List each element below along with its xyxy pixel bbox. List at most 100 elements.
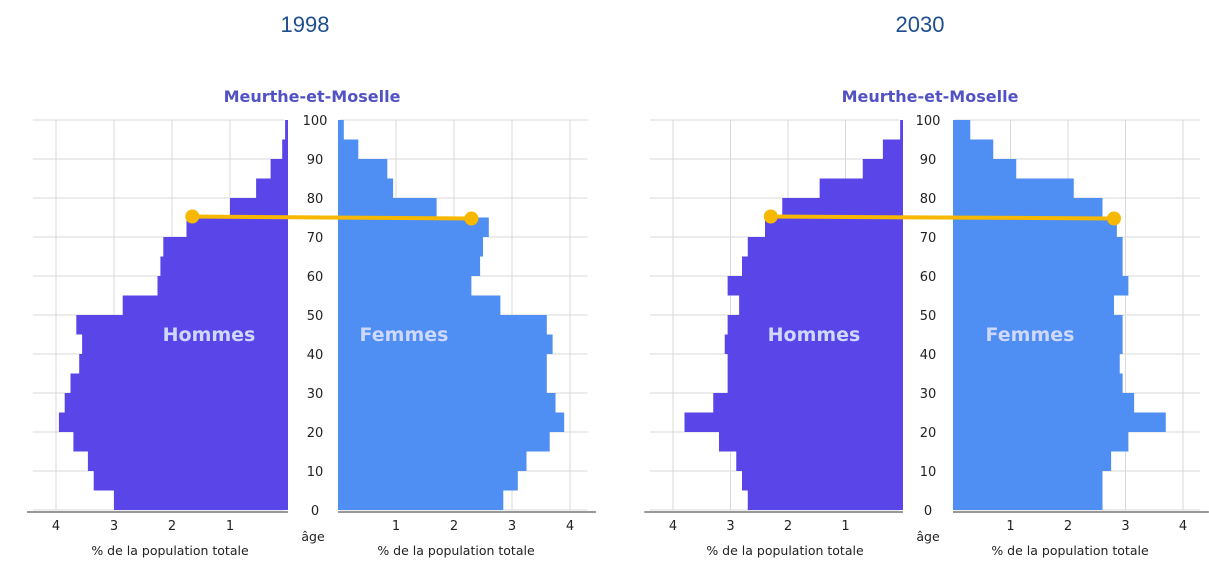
bar-femmes (953, 237, 1123, 257)
age-tick-label: 80 (920, 192, 937, 207)
bar-hommes (186, 217, 288, 237)
age-tick-label: 60 (307, 270, 324, 285)
label-femmes: Femmes (360, 324, 449, 346)
age-tick-label: 0 (924, 504, 932, 519)
x-axis-label-hommes: % de la population totale (91, 543, 249, 558)
bar-femmes (953, 373, 1123, 393)
marker-dot-femmes (464, 211, 479, 226)
bar-hommes (160, 256, 288, 276)
x-tick-label: 2 (450, 519, 458, 534)
age-axis-label: âge (916, 529, 940, 544)
age-tick-label: 10 (920, 465, 937, 480)
bar-femmes (953, 471, 1103, 491)
bar-hommes (727, 315, 903, 335)
chart-title: Meurthe-et-Moselle (842, 87, 1019, 106)
x-tick-label: 4 (1179, 519, 1187, 534)
age-axis-label: âge (301, 529, 325, 544)
year-title: 2030 (896, 12, 945, 37)
age-tick-label: 40 (307, 348, 324, 363)
bar-femmes (338, 256, 481, 276)
bar-hommes (163, 237, 288, 257)
bar-hommes (882, 139, 903, 159)
marker-dot-femmes (1107, 211, 1121, 226)
x-tick-label: 4 (52, 519, 60, 534)
bar-femmes (953, 120, 971, 140)
bar-hommes (282, 139, 288, 159)
bar-hommes (727, 373, 903, 393)
bars-hommes (58, 120, 289, 510)
bar-hommes (70, 373, 288, 393)
age-tick-label: 10 (307, 465, 324, 480)
bar-femmes (953, 198, 1103, 218)
bar-femmes (338, 451, 527, 471)
bar-femmes (338, 354, 547, 374)
x-tick-label: 4 (669, 519, 677, 534)
year-title: 1998 (281, 12, 330, 37)
bar-hommes (79, 354, 288, 374)
bar-femmes (953, 276, 1129, 296)
bar-femmes (338, 432, 550, 452)
bar-hommes (819, 178, 903, 198)
bar-femmes (338, 198, 437, 218)
age-tick-label: 70 (920, 231, 937, 246)
x-axis-label-femmes: % de la population totale (991, 543, 1149, 558)
age-tick-label: 40 (920, 348, 937, 363)
bar-hommes (900, 120, 903, 140)
age-tick-label: 90 (307, 153, 324, 168)
bar-hommes (724, 334, 903, 354)
age-tick-label: 100 (303, 114, 328, 129)
bar-hommes (719, 432, 903, 452)
bar-femmes (338, 471, 518, 491)
bar-femmes (338, 217, 489, 237)
bar-hommes (58, 412, 289, 432)
bars-femmes (338, 120, 565, 510)
bars-hommes (684, 120, 903, 510)
age-tick-label: 30 (307, 387, 324, 402)
bar-femmes (953, 295, 1114, 315)
pyramid-1998: 1998 Meurthe-et-Moselle 0 10 20 30 40 50 60 70 80 9… (27, 12, 597, 558)
bar-femmes (338, 490, 504, 510)
bar-femmes (953, 412, 1166, 432)
age-tick-label: 30 (920, 387, 937, 402)
label-hommes: Hommes (768, 324, 861, 346)
bar-hommes (862, 159, 903, 179)
bar-hommes (727, 276, 903, 296)
marker-line (770, 214, 1115, 221)
x-tick-label: 2 (784, 519, 792, 534)
bar-femmes (338, 276, 472, 296)
bar-femmes (338, 178, 394, 198)
age-tick-label: 20 (920, 426, 937, 441)
bar-hommes (87, 451, 289, 471)
bar-femmes (338, 159, 388, 179)
bar-femmes (953, 393, 1135, 413)
bar-hommes (684, 412, 903, 432)
bar-femmes (953, 490, 1103, 510)
bar-hommes (742, 256, 903, 276)
label-hommes: Hommes (163, 324, 256, 346)
bar-femmes (953, 451, 1112, 471)
bar-hommes (64, 393, 288, 413)
bar-femmes (953, 432, 1129, 452)
bar-hommes (256, 178, 288, 198)
x-axis-label-hommes: % de la population totale (706, 543, 864, 558)
bar-hommes (713, 393, 903, 413)
pyramid-2030: 2030Meurthe-et-Moselle010203040506070809… (644, 12, 1209, 558)
chart-title: Meurthe-et-Moselle (224, 87, 401, 106)
bar-hommes (73, 432, 289, 452)
bar-femmes (953, 217, 1117, 237)
bar-hommes (76, 315, 288, 335)
bar-hommes (739, 295, 903, 315)
bar-femmes (953, 139, 994, 159)
bar-hommes (782, 198, 903, 218)
bar-femmes (953, 159, 1017, 179)
bar-hommes (114, 490, 288, 510)
bar-hommes (82, 334, 288, 354)
age-tick-label: 70 (307, 231, 324, 246)
x-tick-label: 4 (566, 519, 574, 534)
bars-femmes (953, 120, 1166, 510)
marker-dot-hommes (763, 209, 778, 224)
bar-hommes (747, 490, 903, 510)
x-tick-label: 1 (841, 519, 849, 534)
bar-hommes (270, 159, 288, 179)
bar-femmes (338, 334, 553, 354)
